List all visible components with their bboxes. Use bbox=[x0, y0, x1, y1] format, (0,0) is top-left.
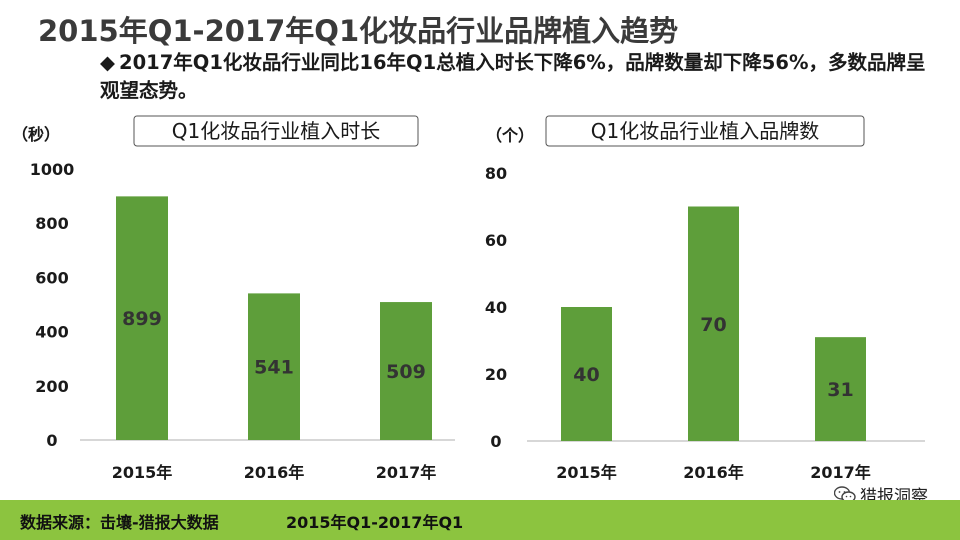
y-tick-label: 0 bbox=[490, 432, 501, 451]
bar-2017年 bbox=[815, 337, 866, 441]
x-tick-label: 2017年 bbox=[376, 463, 437, 482]
y-tick-label: 200 bbox=[35, 377, 68, 396]
bar-2015年 bbox=[561, 307, 612, 441]
x-tick-label: 2016年 bbox=[683, 463, 744, 482]
bar-2016年 bbox=[248, 293, 300, 440]
chart-title: Q1化妆品行业植入时长 bbox=[172, 119, 380, 143]
y-tick-label: 400 bbox=[35, 323, 68, 342]
data-label: 899 bbox=[122, 308, 162, 330]
subtitle-text: 2017年Q1化妆品行业同比16年Q1总植入时长下降6%，品牌数量却下降56%，… bbox=[100, 51, 926, 102]
chart-title: Q1化妆品行业植入品牌数 bbox=[591, 119, 819, 143]
y-axis-label: （个） bbox=[486, 126, 534, 145]
y-tick-label: 800 bbox=[35, 214, 68, 233]
page-title: 2015年Q1-2017年Q1化妆品行业品牌植入趋势 bbox=[38, 14, 679, 48]
bar-2015年 bbox=[116, 196, 168, 440]
chart-duration: Q1化妆品行业植入时长 （秒） 0 200 400 600 800 1000 899 2015年 5… bbox=[12, 115, 455, 482]
footer-period: 2015年Q1-2017年Q1 bbox=[286, 513, 464, 532]
y-tick-label: 0 bbox=[46, 431, 57, 450]
data-label: 541 bbox=[254, 357, 294, 379]
y-axis-label: （秒） bbox=[12, 125, 60, 144]
y-tick-label: 40 bbox=[485, 298, 507, 317]
subtitle: ◆ 2017年Q1化妆品行业同比16年Q1总植入时长下降6%，品牌数量却下降56%… bbox=[100, 49, 930, 105]
x-tick-label: 2016年 bbox=[244, 463, 305, 482]
chart-title-box bbox=[545, 115, 865, 147]
y-tick-label: 80 bbox=[485, 164, 507, 183]
data-label: 40 bbox=[573, 364, 599, 386]
footer-bar: 数据来源：击壤-猎报大数据 2015年Q1-2017年Q1 bbox=[0, 500, 960, 540]
footer-source: 数据来源：击壤-猎报大数据 bbox=[20, 513, 219, 532]
bar-2017年 bbox=[380, 302, 432, 440]
x-tick-label: 2017年 bbox=[810, 463, 871, 482]
data-label: 70 bbox=[700, 314, 726, 336]
x-tick-label: 2015年 bbox=[112, 463, 173, 482]
data-label: 31 bbox=[827, 379, 853, 401]
y-tick-label: 1000 bbox=[30, 160, 75, 179]
bullet-icon: ◆ bbox=[100, 51, 115, 74]
y-tick-label: 20 bbox=[485, 365, 507, 384]
y-tick-label: 600 bbox=[35, 268, 68, 287]
chart-brand-count: Q1化妆品行业植入品牌数 （个） 0 20 40 60 80 40 2015年 70 2016年 31… bbox=[485, 115, 925, 482]
x-tick-label: 2015年 bbox=[556, 463, 617, 482]
y-tick-label: 60 bbox=[485, 231, 507, 250]
data-label: 509 bbox=[386, 361, 426, 383]
chart-title-box bbox=[133, 115, 419, 147]
bar-2016年 bbox=[688, 206, 739, 441]
